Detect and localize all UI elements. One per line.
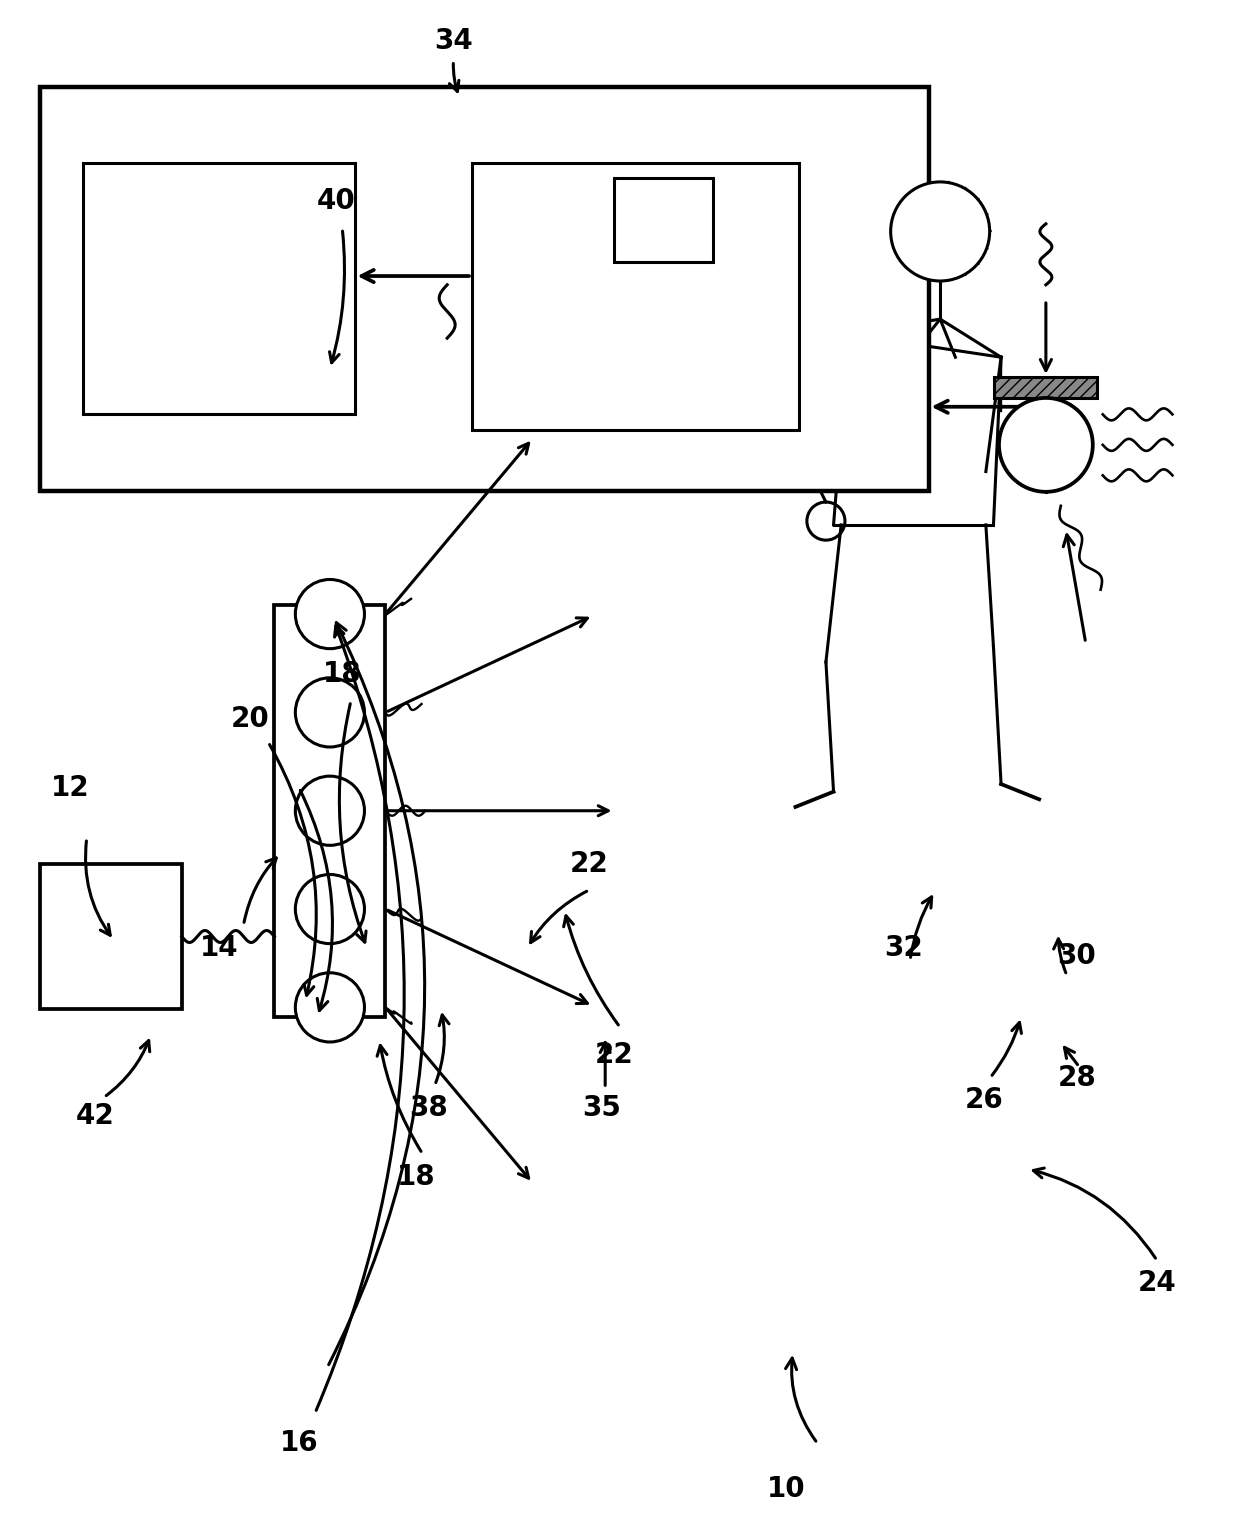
Bar bbox=[274, 604, 386, 1016]
Text: 22: 22 bbox=[594, 1040, 634, 1068]
Text: 16: 16 bbox=[280, 1429, 319, 1458]
Text: 35: 35 bbox=[582, 1094, 621, 1121]
Text: 18: 18 bbox=[322, 659, 362, 687]
Circle shape bbox=[295, 973, 365, 1042]
Bar bbox=[83, 162, 355, 415]
Circle shape bbox=[295, 678, 365, 747]
Text: 34: 34 bbox=[434, 28, 472, 55]
Text: 22: 22 bbox=[569, 851, 609, 878]
Text: 18: 18 bbox=[397, 1163, 435, 1190]
Text: 20: 20 bbox=[231, 705, 269, 733]
Circle shape bbox=[295, 580, 365, 649]
Text: 40: 40 bbox=[316, 187, 356, 214]
Text: 28: 28 bbox=[1058, 1063, 1096, 1091]
Circle shape bbox=[295, 875, 365, 944]
Text: 14: 14 bbox=[200, 933, 238, 962]
Text: 32: 32 bbox=[884, 933, 924, 962]
Text: 12: 12 bbox=[51, 774, 91, 802]
Text: 38: 38 bbox=[409, 1094, 448, 1121]
Text: 30: 30 bbox=[1058, 941, 1096, 970]
Bar bbox=[40, 864, 182, 1008]
Circle shape bbox=[295, 776, 365, 846]
Circle shape bbox=[807, 502, 844, 540]
Circle shape bbox=[999, 398, 1092, 491]
Text: 42: 42 bbox=[76, 1102, 115, 1129]
Bar bbox=[994, 376, 1097, 398]
Text: 10: 10 bbox=[768, 1475, 806, 1502]
Circle shape bbox=[890, 182, 990, 282]
Bar bbox=[614, 177, 713, 262]
Text: 36: 36 bbox=[625, 194, 665, 222]
Text: 26: 26 bbox=[965, 1086, 1003, 1114]
Text: 24: 24 bbox=[1137, 1270, 1177, 1297]
Bar bbox=[40, 87, 929, 491]
Bar bbox=[472, 162, 799, 430]
